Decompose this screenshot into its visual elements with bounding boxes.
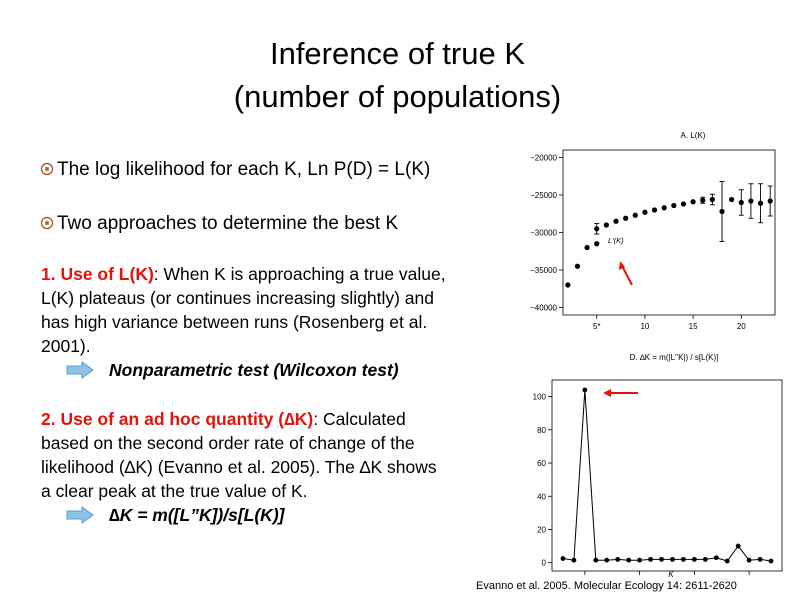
chart-d-ytick-label: 60 bbox=[537, 459, 546, 468]
approach2-label: 2. Use of an ad hoc quantity (∆K) bbox=[41, 409, 314, 429]
approach2-line3: likelihood (∆K) (Evanno et al. 2005). Th… bbox=[41, 457, 437, 477]
chart-a-xtick-label: 20 bbox=[737, 322, 746, 331]
chart-d-point bbox=[648, 556, 653, 562]
chart-a-ytick-label: −40000 bbox=[530, 304, 557, 313]
chart-a-point bbox=[748, 198, 754, 204]
approach1-text: : When K is approaching a true value, bbox=[153, 264, 446, 284]
approach1-line3: has high variance between runs (Rosenber… bbox=[41, 312, 428, 332]
chart-d-point bbox=[560, 556, 566, 561]
red-arrowhead-icon bbox=[603, 389, 611, 397]
approach1-test: Nonparametric test (Wilcoxon test) bbox=[109, 360, 399, 380]
chart-a-point bbox=[661, 205, 667, 211]
bullet-two-approaches: Two approaches to determine the best K bbox=[40, 212, 398, 236]
citation: Evanno et al. 2005. Molecular Ecology 14… bbox=[476, 580, 737, 592]
chart-a-ytick-label: −35000 bbox=[530, 266, 557, 275]
chart-d-point bbox=[593, 557, 599, 563]
chart-a-point bbox=[709, 196, 715, 203]
slide-title-line1: Inference of true K bbox=[269, 36, 526, 71]
chart-a-point bbox=[757, 200, 764, 206]
chart-a-point bbox=[690, 199, 696, 205]
chart-a-point bbox=[767, 198, 773, 204]
chart-d-frame bbox=[551, 379, 783, 572]
chart-a-point bbox=[700, 197, 706, 203]
approach2-text: : Calculated bbox=[313, 409, 406, 429]
flower-bullet-icon bbox=[40, 216, 54, 230]
approach1-label: 1. Use of L(K) bbox=[41, 264, 154, 284]
chart-d-ytick-label: 20 bbox=[537, 525, 546, 534]
chart-a-point bbox=[623, 215, 629, 221]
chart-d-point bbox=[768, 558, 774, 564]
chart-d-point bbox=[746, 557, 752, 563]
chart-d-point bbox=[637, 557, 643, 563]
chart-a-annotation: L'(K) bbox=[608, 236, 624, 245]
chart-d-point bbox=[626, 557, 632, 563]
chart-d-xlabel: K bbox=[668, 570, 674, 578]
chart-d-point bbox=[582, 387, 588, 393]
chart-a-point bbox=[642, 209, 648, 215]
chart-a-ytick-label: −20000 bbox=[530, 154, 557, 163]
approach2-line1: 2. Use of an ad hoc quantity (∆K): Calcu… bbox=[41, 407, 406, 431]
approach2-line4: a clear peak at the true value of K. bbox=[41, 481, 308, 501]
chart-d-point bbox=[713, 555, 719, 561]
chart-a-point bbox=[594, 226, 600, 232]
chart-d-point bbox=[691, 556, 697, 562]
chart-a-point bbox=[671, 202, 677, 209]
chart-d-point bbox=[659, 556, 664, 562]
approach1-line2: L(K) plateaus (or continues increasing s… bbox=[41, 288, 434, 308]
chart-a-ytick-label: −25000 bbox=[530, 191, 557, 200]
chart-a-lk: A. L(K) −20000 −25000 −30000 −35000 −40000 5*… bbox=[530, 131, 776, 331]
red-arrowhead-icon bbox=[619, 261, 625, 270]
chart-d-point bbox=[724, 558, 730, 564]
chart-a-xtick-label: 5* bbox=[593, 322, 601, 331]
chart-d-point bbox=[571, 557, 577, 563]
chart-a-point bbox=[680, 201, 687, 207]
chart-d-ytick-label: 80 bbox=[537, 426, 546, 435]
chart-a-point bbox=[729, 196, 735, 203]
chart-a-point bbox=[613, 218, 619, 224]
chart-a-point bbox=[584, 244, 590, 251]
chart-a-point bbox=[738, 199, 744, 206]
chart-a-ytick-label: −30000 bbox=[530, 229, 557, 238]
approach2-formula: ∆K = m([L”K])/s[L(K)] bbox=[109, 505, 285, 525]
chart-d-title: D. ∆K = m(|L''K|) / s[L(K)] bbox=[630, 353, 719, 362]
chart-a-point bbox=[574, 263, 581, 269]
chart-a-point bbox=[565, 282, 571, 288]
chart-a-xtick-label: 10 bbox=[640, 322, 649, 331]
approach1-line4: 2001). bbox=[41, 336, 91, 356]
chart-d-point bbox=[702, 556, 708, 562]
slide-title-line2: (number of populations) bbox=[233, 79, 562, 114]
chart-d-ytick-label: 40 bbox=[537, 492, 546, 501]
bullet-text: Two approaches to determine the best K bbox=[57, 213, 399, 234]
chart-a-point bbox=[603, 222, 609, 228]
approach1-line1: 1. Use of L(K): When K is approaching a … bbox=[41, 262, 446, 286]
fat-arrow-icon bbox=[66, 506, 94, 524]
chart-a-point bbox=[651, 207, 658, 213]
bullet-text: The log likelihood for each K, Ln P(D) =… bbox=[57, 159, 431, 180]
chart-a-frame bbox=[562, 149, 776, 316]
chart-d-point bbox=[604, 557, 610, 563]
fat-arrow-icon bbox=[66, 361, 94, 379]
chart-d-point bbox=[615, 556, 621, 562]
chart-a-point bbox=[594, 241, 600, 247]
chart-d-point bbox=[670, 556, 675, 562]
chart-d-point bbox=[757, 556, 763, 562]
chart-d-delta-k: D. ∆K = m(|L''K|) / s[L(K)] 0 20 40 60 80 100… bbox=[533, 353, 783, 578]
chart-d-point bbox=[735, 543, 741, 549]
chart-a-xtick-label: 15 bbox=[689, 322, 698, 331]
bullet-log-likelihood: The log likelihood for each K, Ln P(D) =… bbox=[40, 158, 430, 182]
chart-d-series-line bbox=[562, 389, 772, 562]
chart-a-title: A. L(K) bbox=[681, 131, 706, 140]
approach2-line2: based on the second order rate of change… bbox=[41, 433, 415, 453]
chart-d-point bbox=[681, 556, 686, 562]
chart-a-point bbox=[719, 208, 725, 215]
chart-d-ytick-label: 100 bbox=[533, 393, 547, 402]
flower-bullet-icon bbox=[40, 162, 54, 176]
chart-a-point bbox=[632, 212, 638, 218]
chart-d-ytick-label: 0 bbox=[542, 559, 547, 568]
